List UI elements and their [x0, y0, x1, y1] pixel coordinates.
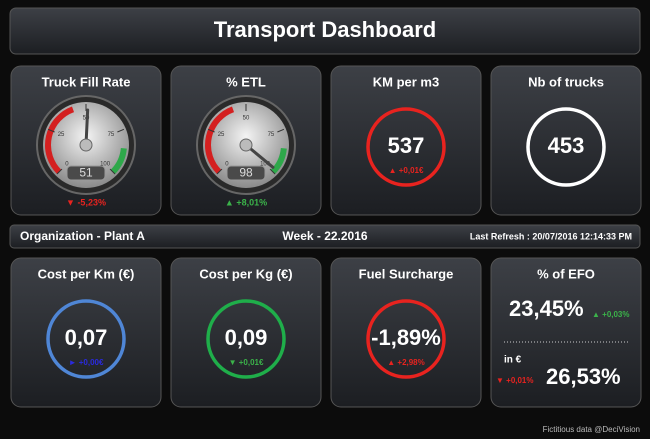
header-box — [9, 7, 641, 55]
gauge-readout-box — [66, 165, 106, 181]
gauge-tick-label: 100 — [260, 162, 271, 168]
kpi-value: 26,53% — [546, 364, 621, 389]
gauge-band-green — [110, 147, 127, 174]
gauge-tick-label: 75 — [268, 132, 275, 138]
kpi-value: 453 — [548, 133, 585, 158]
header-title: Transport Dashboard — [214, 17, 436, 42]
kpi-value: -1,89% — [371, 325, 441, 350]
gauge-tick — [109, 168, 116, 175]
gauge-band-green — [270, 147, 287, 174]
info-bar — [9, 224, 641, 249]
kpi-ring — [526, 107, 606, 187]
kpi-title: % ETL — [226, 74, 266, 89]
kpi-delta: ▲ +8,01% — [225, 197, 267, 207]
kpi-delta: ► +0,00€ — [69, 358, 104, 367]
kpi-value: 537 — [388, 133, 425, 158]
kpi-card — [170, 257, 322, 408]
gauge-tick-label: 0 — [225, 162, 229, 168]
kpi-delta: ▼ +0,01% — [496, 376, 534, 385]
gauge-tick — [269, 168, 276, 175]
kpi-title: Fuel Surcharge — [359, 266, 454, 281]
gauge-tick — [47, 128, 55, 133]
gauge-tick — [56, 168, 63, 175]
kpi-value: 0,07 — [65, 325, 108, 350]
kpi-card — [330, 65, 482, 216]
gauge-tick — [277, 128, 285, 133]
footer: Fictitious data @DeciVision — [543, 425, 640, 434]
gauge-hub — [79, 138, 93, 152]
kpi-title: Cost per Km (€) — [38, 266, 135, 281]
gauge-tick-label: 75 — [108, 132, 115, 138]
kpi-delta: ▲ +0,01€ — [389, 166, 424, 175]
gauge-hub — [239, 138, 253, 152]
week: Week - 22.2016 — [282, 229, 367, 243]
gauge-tick — [207, 128, 215, 133]
kpi-ring — [46, 299, 126, 379]
kpi-card — [490, 257, 642, 408]
gauge-readout-box — [226, 165, 266, 181]
kpi-card — [490, 65, 642, 216]
kpi-ring — [206, 299, 286, 379]
kpi-delta: ▲ +0,03% — [592, 310, 630, 319]
gauge-band-red — [205, 106, 235, 174]
kpi-title: Cost per Kg (€) — [199, 266, 292, 281]
kpi-value: 0,09 — [225, 325, 268, 350]
kpi-title: % of EFO — [537, 266, 595, 281]
kpi-title: KM per m3 — [373, 74, 439, 89]
kpi-delta: ▼ -5,23% — [66, 197, 106, 207]
kpi-ring — [366, 299, 446, 379]
last-refresh: Last Refresh : 20/07/2016 12:14:33 PM — [470, 231, 632, 241]
kpi-delta: ▲ +2,98% — [387, 358, 425, 367]
gauge-tick-label: 25 — [58, 132, 65, 138]
gauge-tick-label: 25 — [218, 132, 225, 138]
kpi-delta: ▼ +0,01€ — [229, 358, 264, 367]
kpi-value: 23,45% — [509, 296, 584, 321]
gauge-band-red — [45, 106, 75, 174]
gauge-tick-label: 100 — [100, 162, 111, 168]
kpi-sublabel: in € — [504, 355, 522, 366]
organization: Organization - Plant A — [20, 229, 145, 243]
gauge-tick — [117, 128, 125, 133]
kpi-ring — [366, 107, 446, 187]
gauge-readout: 98 — [239, 166, 253, 180]
gauge-readout: 51 — [79, 166, 93, 180]
gauge-tick-label: 0 — [65, 162, 69, 168]
kpi-title: Nb of trucks — [528, 74, 604, 89]
kpi-title: Truck Fill Rate — [42, 74, 131, 89]
kpi-card — [10, 257, 162, 408]
gauge-tick — [216, 168, 223, 175]
gauge-tick-label: 50 — [243, 116, 250, 122]
kpi-card — [330, 257, 482, 408]
